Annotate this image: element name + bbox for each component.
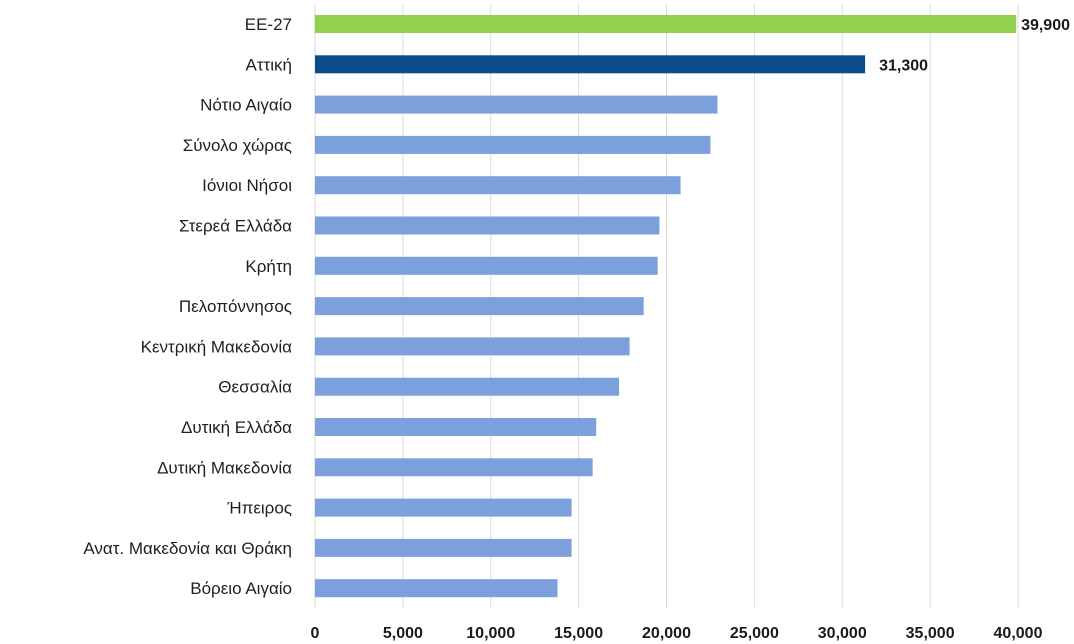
bar bbox=[315, 15, 1017, 33]
x-tick-label: 25,000 bbox=[730, 625, 779, 642]
x-tick-label: 40,000 bbox=[994, 625, 1043, 642]
bar bbox=[315, 418, 597, 436]
category-label: Θεσσαλία bbox=[218, 378, 292, 397]
x-axis-tick-labels: 0 5,000 10,000 15,000 20,000 25,000 30,000 35,0… bbox=[311, 625, 1043, 642]
bar bbox=[315, 297, 644, 316]
category-label: Κρήτη bbox=[245, 257, 292, 276]
category-label: Σύνολο χώρας bbox=[183, 136, 292, 155]
category-label: Βόρειο Αιγαίο bbox=[190, 579, 292, 598]
x-tick-label: 0 bbox=[311, 625, 320, 642]
category-label: Ήπειρος bbox=[226, 499, 292, 518]
bar bbox=[315, 176, 681, 195]
category-label: Δυτική Ελλάδα bbox=[181, 418, 292, 437]
bar bbox=[315, 135, 711, 154]
bar bbox=[315, 538, 572, 557]
category-label: Αττική bbox=[245, 55, 292, 74]
x-tick-label: 20,000 bbox=[642, 625, 691, 642]
bar bbox=[315, 377, 620, 396]
x-tick-label: 10,000 bbox=[466, 625, 515, 642]
category-label: Στερεά Ελλάδα bbox=[179, 217, 292, 236]
data-label: 39,900 bbox=[1021, 17, 1070, 34]
bar bbox=[315, 337, 630, 356]
bar bbox=[315, 498, 572, 517]
data-labels: 39,900 31,300 bbox=[879, 17, 1070, 74]
bar bbox=[315, 216, 660, 235]
x-tick-label: 15,000 bbox=[554, 625, 603, 642]
category-label: Δυτική Μακεδονία bbox=[157, 458, 292, 477]
bars bbox=[315, 15, 1017, 598]
bar bbox=[315, 579, 558, 598]
bar bbox=[315, 55, 866, 74]
x-tick-label: 5,000 bbox=[383, 625, 423, 642]
category-label: Πελοπόννησος bbox=[179, 297, 292, 316]
category-labels: ΕΕ-27 Αττική Νότιο Αιγαίο Σύνολο χώρας Ιόνιο… bbox=[83, 15, 292, 598]
category-label: Ιόνιοι Νήσοι bbox=[202, 176, 292, 195]
bar bbox=[315, 256, 658, 275]
x-tick-label: 30,000 bbox=[818, 625, 867, 642]
x-tick-label: 35,000 bbox=[906, 625, 955, 642]
category-label: Νότιο Αιγαίο bbox=[200, 96, 292, 115]
bar bbox=[315, 458, 593, 477]
data-label: 31,300 bbox=[879, 57, 928, 74]
bar bbox=[315, 95, 718, 114]
category-label: Ανατ. Μακεδονία και Θράκη bbox=[83, 539, 292, 558]
category-label: ΕΕ-27 bbox=[245, 15, 292, 34]
category-label: Κεντρική Μακεδονία bbox=[141, 337, 293, 356]
